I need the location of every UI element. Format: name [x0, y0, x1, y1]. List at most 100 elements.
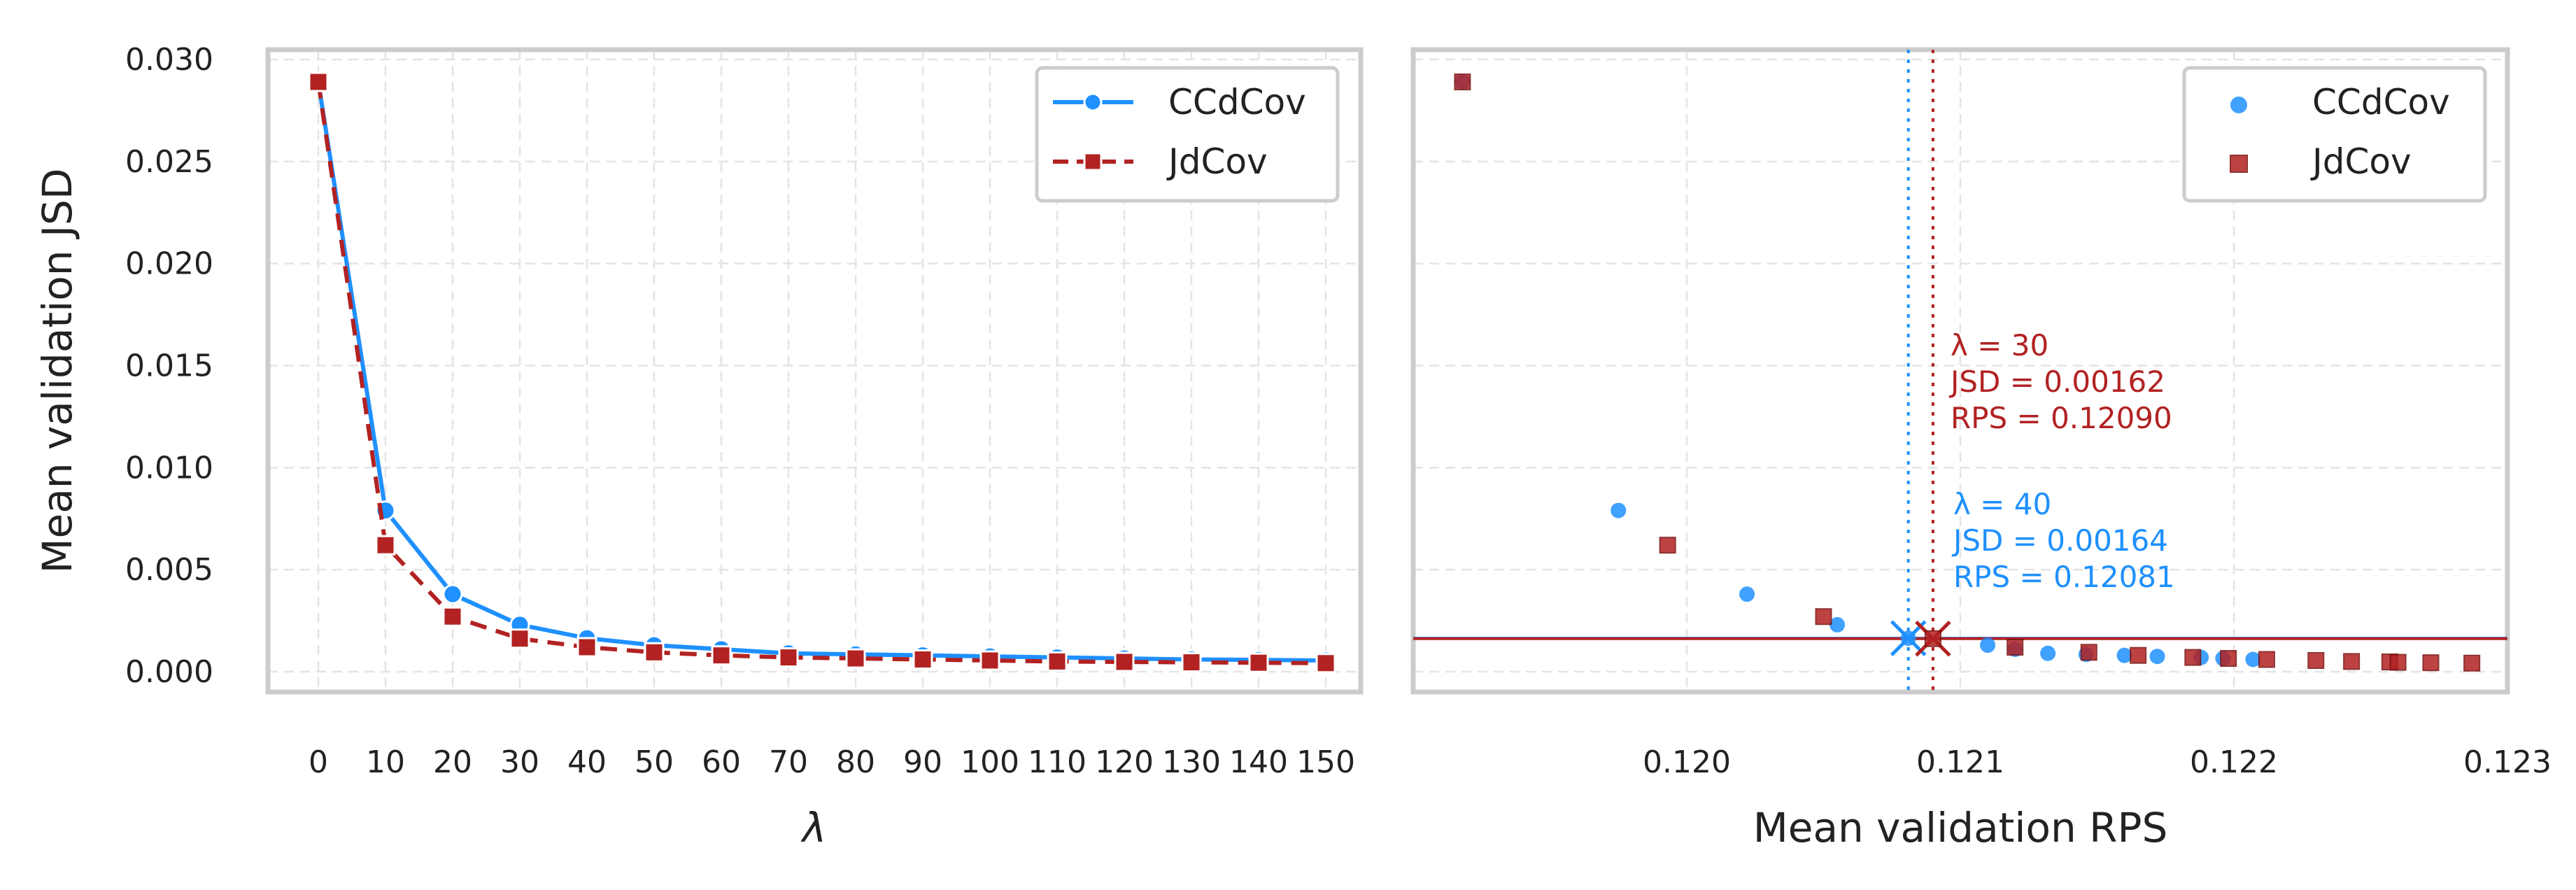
right-x-tick-label: 0.123 [2463, 744, 2552, 780]
left-x-tick-label: 80 [836, 744, 875, 780]
right-point-jdcov [2184, 649, 2202, 666]
right-reference-lines [1413, 50, 2507, 692]
right-point-ccdcov [2116, 647, 2132, 663]
right-point-ccdcov [2040, 645, 2056, 661]
right-point-jdcov [2258, 651, 2275, 668]
left-legend-jdcov-marker [1083, 152, 1103, 171]
right-annotation-line: RPS = 0.12081 [1953, 560, 2175, 594]
right-x-tick-label: 0.120 [1643, 744, 1731, 780]
right-legend-jdcov-marker [2230, 155, 2248, 173]
left-x-tick-label: 60 [702, 744, 741, 780]
right-point-jdcov [2389, 654, 2407, 671]
right-point-jdcov [2007, 639, 2024, 656]
left-point-jdcov [509, 628, 530, 649]
right-point-jdcov [1454, 73, 1471, 91]
left-point-ccdcov [442, 584, 463, 605]
right-point-jdcov [1659, 537, 1676, 554]
left-x-tick-label: 130 [1162, 744, 1221, 780]
right-annotations: λ = 30 JSD = 0.00162 RPS = 0.12090 λ = 40 JS… [1948, 328, 2175, 594]
left-x-tick-label: 120 [1095, 744, 1154, 780]
right-point-ccdcov [1980, 637, 1996, 654]
left-point-jdcov [375, 535, 396, 556]
right-plot-frame [1410, 47, 2510, 695]
right-point-ccdcov [2149, 649, 2165, 665]
right-point-ccdcov [1611, 502, 1627, 518]
right-annotation-line: RPS = 0.12090 [1951, 401, 2172, 435]
right-point-jdcov [1924, 630, 1941, 647]
left-x-tick-label: 110 [1028, 744, 1087, 780]
left-series-line-ccdcov [316, 81, 1326, 663]
right-point-ccdcov [1900, 630, 1916, 647]
left-y-tick-label: 0.000 [125, 654, 213, 690]
left-x-tick-label: 150 [1296, 744, 1355, 780]
right-point-ccdcov [2245, 651, 2261, 668]
left-point-jdcov [979, 650, 1000, 671]
right-annotation-line: JSD = 0.00164 [1951, 523, 2168, 558]
left-x-tick-label: 90 [903, 744, 942, 780]
right-annotation-line: λ = 30 [1951, 328, 2048, 362]
right-point-jdcov [2422, 654, 2440, 672]
left-x-tick-labels: 0 10 20 30 40 50 60 70 80 90 100 110 120 130 140 150 [309, 744, 1355, 780]
left-x-tick-label: 30 [500, 744, 539, 780]
left-point-jdcov [308, 71, 329, 92]
left-point-jdcov [1181, 652, 1202, 673]
left-series-line-jdcov [316, 81, 1326, 665]
left-point-jdcov [576, 637, 597, 658]
right-scatter-panel: 0.120 0.121 0.122 0.123 λ = 30 JSD = 0.00162… [1410, 47, 2552, 852]
left-x-tick-label: 50 [635, 744, 674, 780]
right-annotation-0: λ = 30 JSD = 0.00162 RPS = 0.12090 [1948, 328, 2172, 435]
right-point-ccdcov [1739, 586, 1755, 602]
left-plot-frame [265, 47, 1364, 695]
left-y-tick-labels: 0.000 0.005 0.010 0.015 0.020 0.025 0.030 [125, 42, 213, 690]
right-point-jdcov [2080, 644, 2097, 661]
left-series-layer [308, 71, 1336, 674]
right-legend-ccdcov-marker [2230, 97, 2247, 113]
right-x-tick-label: 0.121 [1916, 744, 2004, 780]
left-legend-ccdcov-marker [1083, 92, 1103, 112]
right-point-ccdcov [1830, 616, 1846, 633]
left-y-tick-label: 0.005 [125, 552, 213, 588]
left-y-tick-label: 0.010 [125, 450, 213, 486]
left-y-tick-label: 0.015 [125, 348, 213, 384]
left-point-jdcov [442, 606, 463, 627]
right-legend: CCdCov JdCov [2182, 66, 2487, 203]
left-x-tick-label: 20 [433, 744, 472, 780]
left-legend-jdcov-label: JdCov [1166, 141, 1268, 182]
left-x-tick-label: 0 [309, 744, 328, 780]
left-point-jdcov [1114, 651, 1135, 672]
left-point-jdcov [1047, 651, 1068, 672]
right-x-tick-labels: 0.120 0.121 0.122 0.123 [1643, 744, 2552, 780]
right-point-jdcov [1815, 608, 1832, 626]
right-series-jdcov [1454, 73, 2481, 672]
left-point-jdcov [1248, 652, 1269, 673]
left-x-axis-label: λ [800, 804, 826, 852]
left-point-jdcov [1315, 653, 1336, 674]
right-point-jdcov [2220, 650, 2237, 668]
right-point-jdcov [2343, 653, 2361, 670]
right-legend-jdcov-label: JdCov [2310, 141, 2412, 182]
left-y-tick-label: 0.030 [125, 42, 213, 78]
left-y-axis-label: Mean validation JSD [34, 168, 81, 573]
left-series-jdcov [308, 71, 1336, 674]
left-legend-ccdcov-label: CCdCov [1168, 82, 1306, 122]
right-point-jdcov [2463, 654, 2481, 672]
right-annotation-1: λ = 40 JSD = 0.00164 RPS = 0.12081 [1951, 487, 2175, 594]
left-x-tick-label: 70 [769, 744, 808, 780]
right-annotation-line: JSD = 0.00162 [1948, 365, 2165, 399]
right-x-axis-label: Mean validation RPS [1753, 804, 2168, 852]
right-point-jdcov [2130, 647, 2147, 664]
right-point-jdcov [2307, 651, 2325, 669]
right-series-layer [1454, 73, 2481, 672]
left-legend: CCdCov JdCov [1035, 66, 1340, 203]
left-x-tick-label: 10 [366, 744, 405, 780]
left-line-chart-panel: 0.000 0.005 0.010 0.015 0.020 0.025 0.030 0 10 2… [34, 42, 1364, 852]
left-y-tick-label: 0.025 [125, 144, 213, 180]
left-x-tick-label: 40 [567, 744, 607, 780]
left-point-jdcov [778, 647, 799, 668]
left-point-jdcov [912, 649, 933, 670]
right-legend-box [2182, 66, 2487, 203]
left-x-tick-label: 100 [961, 744, 1019, 780]
left-x-tick-label: 140 [1229, 744, 1288, 780]
right-x-tick-label: 0.122 [2190, 744, 2278, 780]
